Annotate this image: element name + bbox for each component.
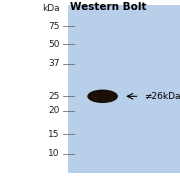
Text: kDa: kDa xyxy=(42,4,59,13)
Text: 50: 50 xyxy=(48,40,59,49)
Text: 25: 25 xyxy=(48,92,59,101)
FancyBboxPatch shape xyxy=(68,5,180,173)
Text: 20: 20 xyxy=(48,106,59,115)
Text: Western Bolt: Western Bolt xyxy=(70,2,146,12)
Text: ≠26kDa: ≠26kDa xyxy=(144,92,180,101)
Text: 10: 10 xyxy=(48,149,59,158)
Text: 15: 15 xyxy=(48,130,59,139)
Text: 75: 75 xyxy=(48,22,59,31)
Ellipse shape xyxy=(87,89,118,103)
Text: 37: 37 xyxy=(48,59,59,68)
